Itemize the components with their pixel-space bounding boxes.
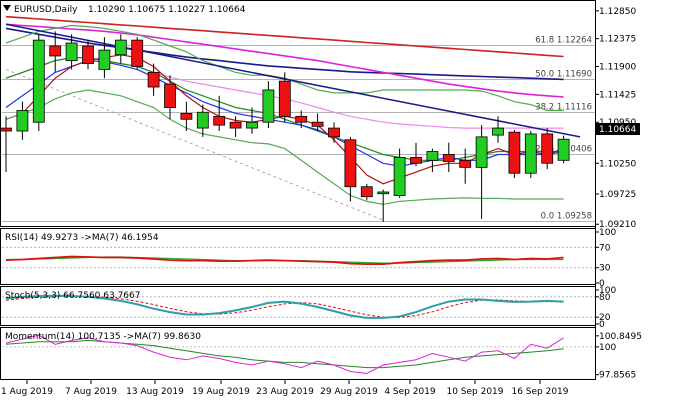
candle-body-25 <box>410 156 422 164</box>
dropdown-triangle-icon[interactable] <box>3 5 11 11</box>
x-tick-label-2: 13 Aug 2019 <box>126 387 184 397</box>
rsi-label: RSI(14) 49.9273 ->MA(7) 46.1954 <box>5 233 159 243</box>
candle-body-33 <box>541 133 554 164</box>
candle-body-12 <box>196 111 209 129</box>
candle-body-26 <box>426 151 439 161</box>
x-tick-label-5: 29 Aug 2019 <box>320 387 378 397</box>
ma-line-0 <box>5 15 564 58</box>
price-tick-label-6: 1.09725 <box>599 190 636 200</box>
candle-body-18 <box>295 115 308 123</box>
price-tick-label-1: 1.12375 <box>599 35 636 45</box>
candle-body-32 <box>524 133 537 174</box>
candle-body-4 <box>65 42 78 62</box>
x-tick-label-0: 1 Aug 2019 <box>1 387 53 397</box>
stoch-tick-label-0: 100 <box>599 286 616 296</box>
candle-body-10 <box>164 83 176 108</box>
rsi-rsi-line <box>5 255 564 266</box>
symbol-label: EURUSD,Daily <box>14 5 78 15</box>
ma-line-1 <box>5 27 564 81</box>
candle-body-21 <box>344 139 357 188</box>
x-tick-label-7: 10 Sep 2019 <box>446 387 503 397</box>
stoch-tick-label-1: 80 <box>599 293 611 303</box>
candle-body-5 <box>82 45 94 64</box>
candle-body-16 <box>262 89 275 123</box>
candles <box>0 31 570 222</box>
indicator-series <box>2 246 595 375</box>
trend-line-1 <box>5 69 384 221</box>
trend-line-0 <box>5 23 581 138</box>
x-tick-label-3: 19 Aug 2019 <box>192 387 250 397</box>
momentum-label: Momentum(14) 100.7135 ->MA(7) 99.8630 <box>5 332 201 342</box>
price-tick-label-7: 1.09210 <box>599 220 636 230</box>
rsi-tick-label-2: 30 <box>599 264 611 274</box>
trend-lines <box>5 23 581 221</box>
x-tick-label-6: 4 Sep 2019 <box>384 387 436 397</box>
candle-body-14 <box>229 121 242 129</box>
candle-body-11 <box>180 113 193 120</box>
fib-label-2: 38.2 1.11116 <box>535 103 592 113</box>
price-tick-label-0: 1.12850 <box>599 7 636 17</box>
candle-body-15 <box>246 121 258 129</box>
price-tick-label-3: 1.11425 <box>599 90 636 100</box>
candle-body-30 <box>492 127 504 136</box>
candle-body-34 <box>557 138 570 161</box>
fib-label-0: 61.8 1.12264 <box>535 36 592 46</box>
x-tick-label-4: 23 Aug 2019 <box>256 387 314 397</box>
rsi-tick-label-0: 100 <box>599 228 616 238</box>
stoch-tick-label-3: 0 <box>599 320 605 330</box>
y-axis-labels: 1.128501.123751.119001.114251.109501.102… <box>595 7 642 381</box>
candle-body-19 <box>311 121 324 127</box>
x-axis-labels: 1 Aug 2019 7 Aug 2019 13 Aug 2019 19 Aug 20… <box>1 380 569 397</box>
ma-line-2 <box>5 23 564 98</box>
price-tick-label-2: 1.11900 <box>599 63 636 73</box>
price-tick-label-5: 1.10250 <box>599 159 636 169</box>
candle-body-6 <box>98 49 111 70</box>
ma-line-8 <box>5 89 564 205</box>
stoch-label: Stoch(5,3,3) 66.7560 63.7667 <box>5 291 140 301</box>
candle-body-1 <box>16 110 29 132</box>
price-panel-frame <box>0 0 596 227</box>
candle-body-27 <box>442 154 455 162</box>
momentum-ma-line <box>5 339 564 369</box>
candle-body-3 <box>49 45 62 57</box>
candle-body-28 <box>459 159 472 168</box>
momentum-mom-line <box>5 334 564 375</box>
candle-body-29 <box>475 136 488 168</box>
current-price-tag <box>596 123 640 135</box>
candle-body-0 <box>0 127 12 132</box>
candle-body-31 <box>508 131 521 174</box>
candle-body-9 <box>147 71 160 88</box>
candle-body-24 <box>393 156 406 196</box>
candle-body-20 <box>328 127 340 138</box>
candle-body-22 <box>360 186 373 198</box>
rsi-tick-label-1: 70 <box>599 243 611 253</box>
stoch-tick-label-2: 20 <box>599 313 611 323</box>
momentum-tick-label-0: 100.8495 <box>599 332 642 342</box>
fib-label-1: 50.0 1.11690 <box>535 70 592 80</box>
candle-body-17 <box>278 80 291 117</box>
x-tick-label-8: 16 Sep 2019 <box>511 387 568 397</box>
candle-body-8 <box>131 39 144 67</box>
candle-body-2 <box>32 39 45 123</box>
momentum-tick-label-2: 97.8565 <box>599 371 636 381</box>
momentum-tick-label-1: 100 <box>599 343 616 353</box>
rsi-tick-label-3: 0 <box>599 279 605 289</box>
current-price-label: 1.10664 <box>599 125 636 135</box>
candle-body-7 <box>114 39 127 56</box>
ohlc-label: 1.10290 1.10675 1.10227 1.10664 <box>88 5 246 15</box>
candle-body-13 <box>213 115 226 126</box>
x-tick-label-1: 7 Aug 2019 <box>65 387 117 397</box>
fib-label-4: 0.0 1.09258 <box>541 212 592 222</box>
stoch-k-line <box>5 294 564 319</box>
stoch-d-line <box>5 295 564 319</box>
candle-body-23 <box>377 191 390 195</box>
